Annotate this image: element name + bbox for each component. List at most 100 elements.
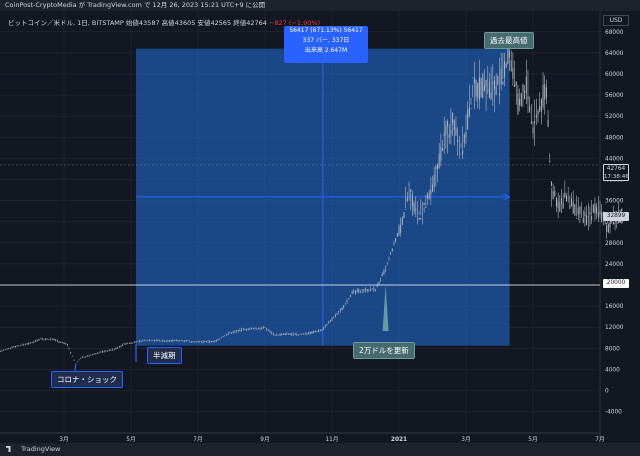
currency-label: USD xyxy=(609,17,623,24)
candle-body xyxy=(264,327,266,329)
candle-body xyxy=(225,334,227,336)
candle-body xyxy=(437,163,439,170)
candle-body xyxy=(219,338,221,340)
candle-body xyxy=(535,115,537,118)
candle-body xyxy=(180,340,182,341)
break20k-label: 2万ドルを更新 xyxy=(359,346,409,355)
candle-body xyxy=(591,216,593,221)
candle-body xyxy=(83,356,85,358)
candle-body xyxy=(555,197,557,207)
candle-body xyxy=(41,338,43,340)
candle-body xyxy=(23,344,25,346)
candle-body xyxy=(113,349,115,351)
candle-body xyxy=(530,121,532,125)
chart-area[interactable]: -4000 0 4000 8000 12000 16000 20000 24000 28000 3… xyxy=(0,11,640,443)
y-tick-label: 24000 xyxy=(605,262,624,268)
candle-body xyxy=(607,223,609,232)
candle-body xyxy=(532,127,534,134)
candle-body xyxy=(366,289,368,291)
candle-body xyxy=(314,330,316,333)
candle-body xyxy=(581,207,583,209)
candle-body xyxy=(30,343,31,344)
candle-body xyxy=(483,85,485,92)
candle-body xyxy=(6,348,8,350)
candle-body xyxy=(212,340,214,342)
candle-body xyxy=(241,330,243,331)
candle-body xyxy=(202,342,204,343)
candle-body xyxy=(292,335,294,336)
candle-body xyxy=(90,355,92,356)
candle-body xyxy=(107,350,109,352)
candle-body xyxy=(76,361,78,363)
covid-label: コロナ・ショック xyxy=(57,375,117,384)
y-tick-label: 52000 xyxy=(605,114,624,120)
candle-body xyxy=(448,134,450,138)
candle-body xyxy=(606,225,608,232)
candle-body xyxy=(318,329,320,332)
candle-body xyxy=(371,288,373,290)
candle-body xyxy=(589,212,591,215)
candle-body xyxy=(398,226,400,236)
candle-body xyxy=(284,333,286,336)
candle-body xyxy=(249,328,251,330)
candle-body xyxy=(440,147,442,161)
candle-body xyxy=(562,202,564,209)
candle-body xyxy=(187,340,189,341)
candle-body xyxy=(257,328,259,330)
candle-body xyxy=(271,331,273,333)
currency-button[interactable]: USD xyxy=(603,15,629,26)
candle-body xyxy=(358,289,360,293)
candle-body xyxy=(420,217,422,220)
candle-body xyxy=(251,328,253,330)
candle-body xyxy=(517,93,519,115)
break20k-pointer xyxy=(382,285,389,331)
candle-body xyxy=(38,338,40,340)
candle-body xyxy=(35,340,37,342)
candle-body xyxy=(16,345,18,347)
candle-body xyxy=(509,51,511,58)
candle-body xyxy=(1,350,3,352)
candle-body xyxy=(73,359,75,361)
candle-body xyxy=(26,342,28,344)
candle-body xyxy=(108,349,110,351)
candle-body xyxy=(386,262,388,264)
y-tick-label: 64000 xyxy=(605,51,624,57)
candle-body xyxy=(333,317,335,319)
candle-body xyxy=(170,340,172,342)
measure-bars: 337 バー, 337日 xyxy=(302,37,350,44)
candle-body xyxy=(319,330,321,332)
candle-body xyxy=(426,194,428,199)
candle-body xyxy=(309,331,311,334)
candle-body xyxy=(477,82,479,98)
candle-body xyxy=(510,60,512,72)
candle-body xyxy=(205,340,207,343)
candle-body xyxy=(199,342,201,343)
candle-body xyxy=(232,331,234,333)
candle-body xyxy=(586,215,588,225)
candle-body xyxy=(373,289,375,291)
candle-body xyxy=(103,351,105,353)
candle-body xyxy=(468,107,470,118)
candle-body xyxy=(574,203,576,216)
candle-body xyxy=(560,198,562,204)
candle-body xyxy=(415,208,417,211)
candle-body xyxy=(324,326,326,328)
publish-attribution: CoinPost-CryptoMedia が TradingView.com で… xyxy=(5,1,266,9)
candle-body xyxy=(18,345,20,347)
candle-body xyxy=(336,313,338,315)
candle-body xyxy=(385,270,387,271)
candle-body xyxy=(148,340,150,341)
current-price-tag: 42764 17:38:46 xyxy=(603,164,629,181)
candle-body xyxy=(195,341,197,343)
candle-body xyxy=(145,340,147,342)
candle-body xyxy=(215,339,217,342)
candle-body xyxy=(515,81,517,86)
candle-body xyxy=(303,334,305,335)
candle-body xyxy=(0,350,1,352)
candle-body xyxy=(534,121,536,124)
candle-body xyxy=(125,343,127,345)
candle-body xyxy=(63,342,65,344)
candle-body xyxy=(66,343,68,345)
halving-callout: 半減期 xyxy=(147,347,182,364)
candle-body xyxy=(490,93,492,100)
